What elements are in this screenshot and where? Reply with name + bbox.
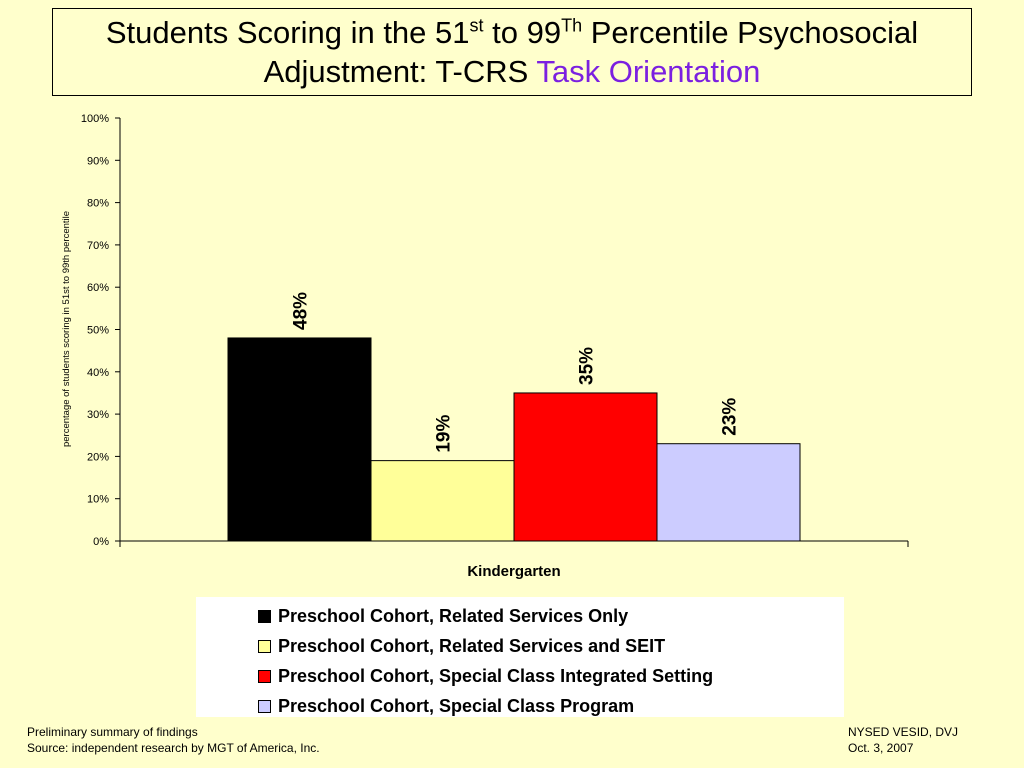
data-label: 48% xyxy=(291,292,312,330)
y-tick-label: 70% xyxy=(87,240,109,252)
footer-credit: NYSED VESID, DVJ Oct. 3, 2007 xyxy=(848,724,958,756)
data-label: 19% xyxy=(434,414,455,452)
footer-credit-date: Oct. 3, 2007 xyxy=(848,741,914,755)
footer-credit-org: NYSED VESID, DVJ xyxy=(848,725,959,739)
legend-item: Preschool Cohort, Special Class Integrat… xyxy=(258,661,844,691)
bar xyxy=(656,443,801,542)
y-tick-label: 90% xyxy=(87,155,109,167)
y-tick-label: 0% xyxy=(93,536,109,548)
y-tick-label: 30% xyxy=(87,409,109,421)
x-axis-title: Kindergarten xyxy=(467,563,560,580)
data-label: 23% xyxy=(720,398,741,436)
title-accent-text: Task Orientation xyxy=(536,54,761,89)
footer-note-source: Source: independent research by MGT of A… xyxy=(27,741,320,755)
bar xyxy=(227,337,372,542)
legend-label: Preschool Cohort, Related Services and S… xyxy=(278,635,666,656)
y-tick-label: 40% xyxy=(87,367,109,379)
legend-item: Preschool Cohort, Special Class Program xyxy=(258,691,844,721)
y-tick-label: 100% xyxy=(81,113,109,125)
legend-label: Preschool Cohort, Related Services Only xyxy=(278,605,629,626)
bars xyxy=(227,337,801,542)
y-tick-label: 80% xyxy=(87,198,109,210)
footer-note-summary: Preliminary summary of findings xyxy=(27,725,198,739)
legend-label: Preschool Cohort, Special Class Program xyxy=(278,695,635,716)
y-axis-title: percentage of students scoring in 51st t… xyxy=(61,211,72,447)
legend-swatch xyxy=(258,669,271,683)
legend-item: Preschool Cohort, Related Services and S… xyxy=(258,631,844,661)
footer-notes: Preliminary summary of findings Source: … xyxy=(27,724,320,756)
bar xyxy=(370,460,515,542)
legend-swatch xyxy=(258,639,271,653)
y-tick-label: 60% xyxy=(87,282,109,294)
legend-swatch xyxy=(258,699,271,713)
title-line-2: Adjustment: T-CRS Task Orientation xyxy=(263,54,761,89)
y-tick-label: 20% xyxy=(87,451,109,463)
y-axis: 0% 10% 20% 30% 40% 50% 60% 70% 80% 90% 100% xyxy=(81,113,121,548)
legend-item: Preschool Cohort, Related Services Only xyxy=(258,601,844,631)
x-axis xyxy=(119,540,909,547)
data-labels: 48% 19% 35% 23% xyxy=(291,292,741,453)
title-line-1: Students Scoring in the 51st to 99Th Per… xyxy=(105,15,919,50)
y-tick-label: 10% xyxy=(87,494,109,506)
y-tick-label: 50% xyxy=(87,325,109,337)
bar xyxy=(513,392,658,542)
data-label: 35% xyxy=(577,347,598,385)
legend-label: Preschool Cohort, Special Class Integrat… xyxy=(278,665,714,686)
bar-chart: 0% 10% 20% 30% 40% 50% 60% 70% 80% 90% 100% 48% 19%… xyxy=(61,113,909,580)
legend-swatch xyxy=(258,609,271,623)
legend: Preschool Cohort, Related Services Only P… xyxy=(196,597,844,717)
slide-title: Students Scoring in the 51st to 99Th Per… xyxy=(52,8,972,96)
